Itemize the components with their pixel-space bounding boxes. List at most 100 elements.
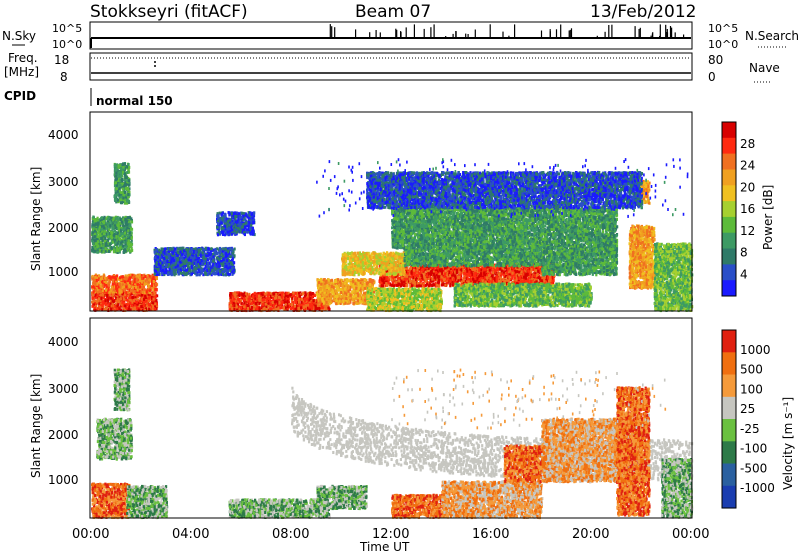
power-cell xyxy=(111,305,113,308)
power-cell xyxy=(142,286,144,289)
power-cell xyxy=(147,276,149,279)
freq-unit-label: [MHz] xyxy=(4,65,39,79)
power-cell xyxy=(144,275,146,278)
power-heatmap xyxy=(91,158,693,312)
power-cell xyxy=(107,299,109,302)
freq-tick-high: 18 xyxy=(54,53,69,67)
nsky-tick-high: 10^5 xyxy=(52,22,82,35)
power-cell xyxy=(154,302,156,305)
power-cell xyxy=(155,299,157,302)
power-cell xyxy=(140,290,142,293)
power-cell xyxy=(145,300,147,303)
nsky-label: N.Sky xyxy=(2,29,36,43)
power-cell xyxy=(123,288,125,291)
power-cell xyxy=(141,281,143,284)
cpid-label: CPID xyxy=(4,89,36,103)
power-cell xyxy=(104,277,106,280)
power-cell xyxy=(118,282,120,285)
power-cell xyxy=(132,286,134,289)
power-cell xyxy=(135,286,137,289)
power-cell xyxy=(154,308,156,311)
power-cell xyxy=(96,283,98,286)
power-cell xyxy=(126,299,128,302)
power-cell xyxy=(100,293,102,296)
power-cell xyxy=(146,304,148,307)
power-cell xyxy=(118,300,120,303)
power-cell xyxy=(101,308,103,311)
power-cell xyxy=(100,284,102,287)
power-cell xyxy=(95,289,97,292)
power-cell xyxy=(139,300,141,303)
power-cell xyxy=(136,274,138,277)
power-cell xyxy=(134,307,136,310)
power-cell xyxy=(118,291,120,294)
power-cell xyxy=(151,284,153,287)
freq-panel xyxy=(90,53,692,80)
power-cell xyxy=(156,277,158,280)
power-cell xyxy=(99,306,101,309)
power-cell xyxy=(111,276,113,279)
power-cell xyxy=(154,288,156,291)
power-cell xyxy=(124,280,126,283)
power-cell xyxy=(99,290,101,293)
power-cell xyxy=(108,284,110,287)
power-cell xyxy=(132,276,134,279)
power-cell xyxy=(135,280,137,283)
power-cell xyxy=(125,285,127,288)
power-cell xyxy=(106,277,108,280)
beam-label: Beam 07 xyxy=(355,2,431,22)
power-cell xyxy=(152,288,154,291)
power-cell xyxy=(100,278,102,281)
nsearch-label: N.Search xyxy=(745,29,799,43)
power-cell xyxy=(147,281,149,284)
power-cell xyxy=(94,276,96,279)
power-cell xyxy=(102,284,104,287)
power-cell xyxy=(148,308,150,311)
power-cell xyxy=(155,283,157,286)
power-cell xyxy=(143,304,145,307)
power-cell xyxy=(105,307,107,310)
power-cell xyxy=(100,297,102,300)
power-cell xyxy=(91,305,93,308)
chart-title: Stokkseyri (fitACF) xyxy=(90,2,248,22)
power-cell xyxy=(155,295,157,298)
power-cell xyxy=(105,289,107,292)
power-cell xyxy=(148,285,150,288)
nave-tick-high: 80 xyxy=(708,53,723,67)
power-cell xyxy=(127,303,129,306)
power-cell xyxy=(143,283,145,286)
nsky-panel xyxy=(90,22,692,49)
power-cell xyxy=(92,297,94,300)
nsearch-tick-low: 10^0 xyxy=(708,38,738,51)
power-cell xyxy=(124,304,126,307)
power-cell xyxy=(96,300,98,303)
freq-label: Freq. xyxy=(8,51,38,65)
power-cell xyxy=(110,289,112,292)
nave-tick-low: 0 xyxy=(708,70,716,84)
power-cell xyxy=(93,279,95,282)
power-cell xyxy=(102,294,104,297)
power-cell xyxy=(110,297,112,300)
power-cell xyxy=(102,301,104,304)
power-cell xyxy=(119,276,121,279)
power-cell xyxy=(134,281,136,284)
power-cell xyxy=(99,281,101,284)
power-cell xyxy=(92,300,94,303)
power-cell xyxy=(152,305,154,308)
power-cell xyxy=(139,285,141,288)
power-cell xyxy=(121,290,123,293)
power-cell xyxy=(139,277,141,280)
power-cell xyxy=(152,276,154,279)
power-cell xyxy=(106,294,108,297)
power-cell xyxy=(143,301,145,304)
power-cell xyxy=(119,298,121,301)
power-cell xyxy=(102,289,104,292)
power-cell xyxy=(148,297,150,300)
power-cell xyxy=(140,305,142,308)
nsearch-tick-high: 10^5 xyxy=(708,22,738,35)
power-cell xyxy=(132,296,134,299)
power-cell xyxy=(137,289,139,292)
power-cell xyxy=(112,280,114,283)
power-cell xyxy=(136,283,138,286)
nave-outlier xyxy=(154,61,156,63)
